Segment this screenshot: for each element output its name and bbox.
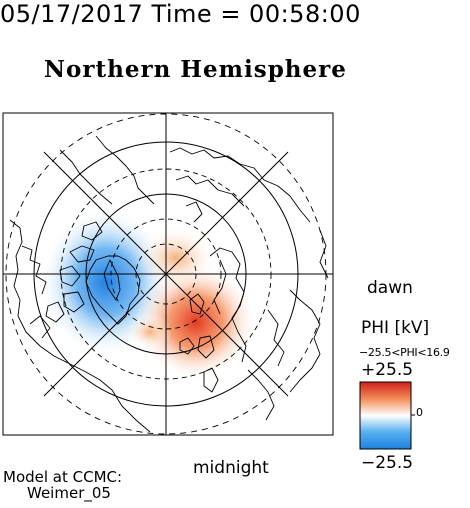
colorbar-min-label: −25.5 <box>361 453 414 473</box>
colorbar-zero-label: 0 <box>416 406 423 419</box>
model-credit: Model at CCMC: <box>3 468 123 486</box>
model-name: Weimer_05 <box>27 484 111 502</box>
weak-positive-lobe <box>128 314 172 350</box>
colorbar-gradient <box>359 381 412 450</box>
midnight-label: midnight <box>193 458 269 478</box>
dawn-label: dawn <box>367 278 413 298</box>
colorbar-max-label: +25.5 <box>361 360 414 380</box>
polar-map <box>2 112 334 436</box>
colorbar-title: PHI [kV] <box>361 318 430 338</box>
coastlines <box>9 135 329 433</box>
meridian-line <box>43 151 289 397</box>
colorbar-range: −25.5<PHI<16.9 <box>359 346 450 359</box>
map-title: Northern Hemisphere <box>44 56 347 83</box>
timestamp: 05/17/2017 Time = 00:58:00 <box>0 0 361 28</box>
colorbar <box>359 381 415 450</box>
